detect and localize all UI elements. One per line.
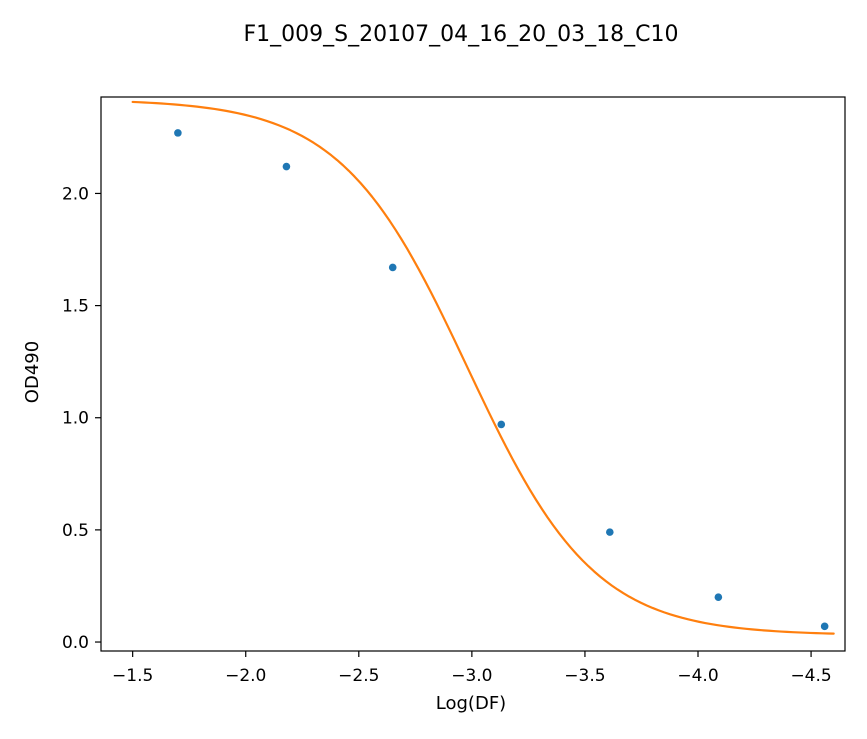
x-tick-label: −1.5 (112, 666, 153, 686)
data-point (174, 129, 182, 137)
x-tick-label: −3.0 (451, 666, 492, 686)
data-point (497, 420, 506, 429)
data-point (282, 162, 291, 171)
data-point (714, 593, 723, 601)
data-point (606, 528, 614, 536)
data-point (388, 263, 397, 272)
fit-curve-line (131, 100, 835, 635)
x-tick-label: −2.5 (338, 666, 379, 686)
x-tick-label: −3.5 (564, 666, 605, 686)
x-axis-label: Log(DF) (436, 693, 506, 714)
x-tick-label: −4.0 (677, 666, 718, 686)
x-tick-label: −2.0 (225, 666, 266, 686)
y-tick-label: 2.0 (62, 184, 89, 204)
y-tick-label: 1.5 (62, 297, 89, 317)
plot-frame (100, 96, 846, 652)
y-tick-label: 0.0 (62, 633, 89, 653)
y-axis-label: OD490 (22, 341, 43, 403)
x-tick-label: −4.5 (790, 666, 831, 686)
y-tick-label: 1.0 (62, 409, 89, 429)
chart-title: F1_009_S_20107_04_16_20_03_18_C10 (244, 22, 679, 47)
y-tick-label: 0.5 (62, 521, 89, 541)
data-point (820, 622, 829, 631)
plot-area: −1.5 −2.0 −2.5 −3.0 −3.5 −4.0 −4.5 0.0 0.5 1.0 1.5… (62, 96, 846, 686)
